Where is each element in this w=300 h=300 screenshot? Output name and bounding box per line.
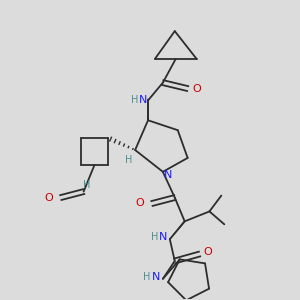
Text: H: H xyxy=(124,155,132,165)
Text: N: N xyxy=(164,170,172,180)
Text: H: H xyxy=(151,232,158,242)
Text: H: H xyxy=(131,95,138,106)
Text: O: O xyxy=(135,199,144,208)
Text: N: N xyxy=(152,272,160,282)
Text: H: H xyxy=(83,180,91,190)
Text: O: O xyxy=(44,193,53,202)
Text: O: O xyxy=(192,84,201,94)
Text: N: N xyxy=(139,95,147,106)
Polygon shape xyxy=(170,221,185,239)
Text: H: H xyxy=(142,272,150,282)
Text: O: O xyxy=(203,247,212,257)
Text: N: N xyxy=(158,232,167,242)
